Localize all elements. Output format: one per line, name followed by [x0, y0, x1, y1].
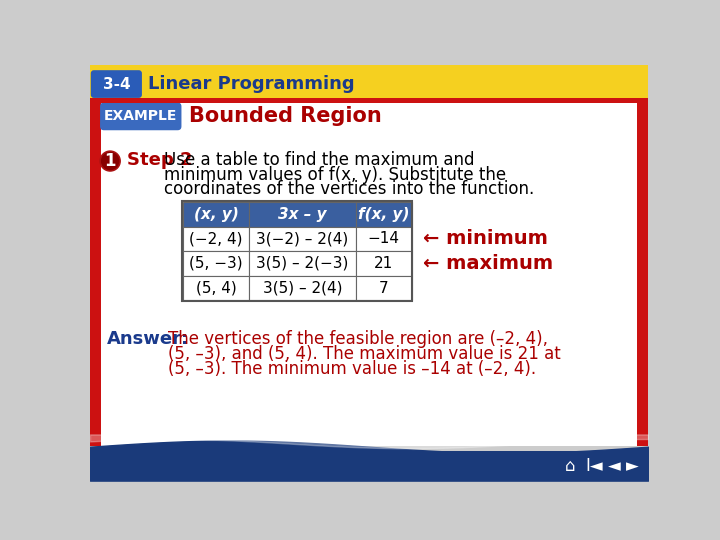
Bar [183, 276, 249, 300]
Circle shape [100, 151, 120, 171]
Text: coordinates of the vertices into the function.: coordinates of the vertices into the fun… [163, 180, 534, 198]
Bar [356, 251, 412, 276]
Bar [183, 251, 249, 276]
Circle shape [102, 153, 119, 170]
Bar [249, 202, 356, 226]
Bar [101, 96, 637, 446]
Bar [90, 451, 648, 481]
Bar [182, 201, 413, 301]
Text: ◄: ◄ [608, 457, 620, 475]
Bar [249, 276, 356, 300]
Text: ⌂: ⌂ [565, 457, 576, 475]
FancyBboxPatch shape [100, 103, 181, 130]
Text: (5, –3), and (5, 4). The maximum value is 21 at: (5, –3), and (5, 4). The maximum value i… [168, 345, 560, 363]
Bar [356, 276, 412, 300]
Text: 7: 7 [379, 281, 389, 295]
Text: 3(5) – 2(−3): 3(5) – 2(−3) [256, 256, 348, 271]
Text: 3(5) – 2(4): 3(5) – 2(4) [263, 281, 342, 295]
Text: f(x, y): f(x, y) [358, 207, 410, 222]
Text: EXAMPLE: EXAMPLE [104, 110, 177, 123]
Text: (5, −3): (5, −3) [189, 256, 243, 271]
Bar [90, 96, 101, 446]
Text: (−2, 4): (−2, 4) [189, 231, 243, 246]
Text: 3(−2) – 2(4): 3(−2) – 2(4) [256, 231, 348, 246]
Text: ►: ► [626, 457, 639, 475]
Text: 21: 21 [374, 256, 393, 271]
FancyBboxPatch shape [91, 70, 142, 98]
Text: Bounded Region: Bounded Region [189, 106, 382, 126]
Text: (5, 4): (5, 4) [196, 281, 236, 295]
Text: Linear Programming: Linear Programming [148, 75, 355, 93]
Bar [356, 202, 412, 226]
Text: minimum values of f(x, y). Substitute the: minimum values of f(x, y). Substitute th… [163, 166, 505, 184]
Bar [249, 226, 356, 251]
Bar [183, 202, 249, 226]
Text: Step 2: Step 2 [127, 151, 193, 169]
Bar [249, 251, 356, 276]
Text: ← maximum: ← maximum [423, 254, 554, 273]
Text: I◄: I◄ [585, 457, 603, 475]
Bar [637, 96, 648, 446]
Bar [356, 226, 412, 251]
Text: (x, y): (x, y) [194, 207, 238, 222]
Bar [90, 65, 648, 98]
Text: 1: 1 [104, 152, 116, 170]
Text: 3-4: 3-4 [102, 77, 130, 92]
Text: The vertices of the feasible region are (–2, 4),: The vertices of the feasible region are … [168, 330, 547, 348]
Text: Answer:: Answer: [107, 330, 189, 348]
Text: −14: −14 [368, 231, 400, 246]
Text: ← minimum: ← minimum [423, 230, 548, 248]
Bar [183, 226, 249, 251]
Text: 3x – y: 3x – y [278, 207, 327, 222]
Text: (5, –3). The minimum value is –14 at (–2, 4).: (5, –3). The minimum value is –14 at (–2… [168, 360, 536, 377]
Text: Use a table to find the maximum and: Use a table to find the maximum and [163, 151, 474, 169]
Bar [90, 98, 648, 103]
